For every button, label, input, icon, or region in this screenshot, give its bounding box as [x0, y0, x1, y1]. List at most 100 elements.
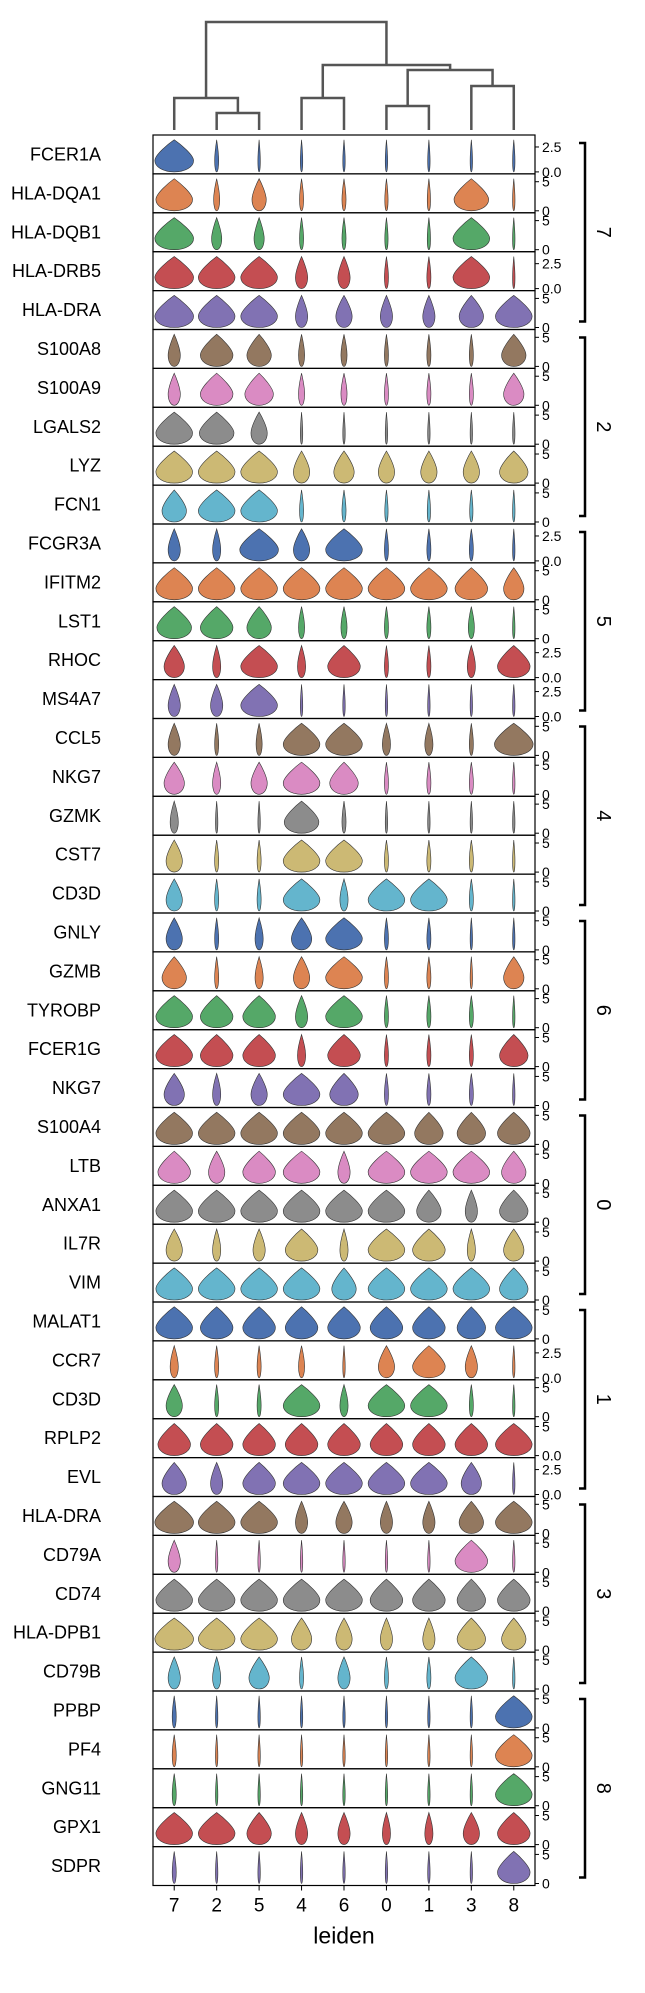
violin-mark [295, 1500, 308, 1534]
violin-mark [329, 761, 359, 795]
violin-mark [367, 1384, 406, 1418]
violin-mark [331, 1267, 357, 1301]
y-tick-label: 5 [542, 1769, 550, 1785]
dendrogram-link [385, 104, 431, 130]
violin-mark [342, 1851, 346, 1884]
violin-mark [454, 1656, 488, 1690]
violin-mark [154, 139, 194, 173]
violin-mark [512, 917, 516, 951]
violin-mark [503, 956, 525, 990]
violin-mark [157, 1423, 191, 1456]
violin-mark [300, 139, 304, 173]
y-tick-label: 0 [542, 825, 550, 841]
violin-mark [242, 1034, 276, 1067]
y-tick-label: 0 [542, 1564, 550, 1580]
violin-mark [214, 1384, 220, 1418]
violin-mark [452, 217, 490, 251]
y-tick-label: 2.5 [542, 139, 562, 155]
y-tick-label: 0 [542, 942, 550, 958]
violin-mark [495, 1734, 533, 1768]
violin-mark [282, 567, 321, 601]
gene-label: CCL5 [55, 728, 101, 748]
violin-mark [163, 1072, 185, 1106]
violin-mark [380, 294, 393, 328]
violin-mark [171, 1851, 177, 1884]
violin-mark [367, 1462, 406, 1495]
violin-mark [198, 1578, 236, 1612]
violin-mark [384, 489, 389, 523]
violin-mark [155, 1189, 193, 1223]
violin-mark [512, 217, 516, 251]
y-tick-label: 0 [542, 1603, 550, 1619]
gene-label: TYROBP [27, 1000, 101, 1020]
violin-mark [210, 683, 224, 717]
violin-mark [300, 1773, 304, 1807]
violin-mark [198, 567, 236, 601]
violin-mark [298, 1345, 305, 1379]
y-tick-label: 0 [542, 1214, 550, 1230]
violin-mark [384, 256, 389, 289]
y-tick-label: 0 [542, 358, 550, 374]
violin-mark [462, 450, 480, 484]
violin-mark [468, 723, 474, 756]
violin-mark [327, 1034, 361, 1067]
gene-label: S100A4 [37, 1117, 101, 1137]
violin-mark [250, 761, 268, 795]
violin-mark [427, 801, 431, 834]
violin-mark [325, 1189, 363, 1223]
violin-mark [410, 567, 448, 601]
x-tick-label: 6 [339, 1896, 350, 1917]
violin-mark [154, 1500, 194, 1534]
violin-mark [512, 1345, 516, 1379]
violin-mark [499, 1189, 529, 1223]
violin-mark [214, 917, 220, 951]
violin-mark [300, 1695, 304, 1729]
gene-label: HLA-DQA1 [11, 183, 101, 203]
violin-mark [198, 1267, 236, 1301]
violin-mark [458, 1500, 484, 1534]
violin-mark [214, 839, 220, 873]
violin-mark [256, 1384, 262, 1418]
violin-mark [503, 372, 525, 406]
violin-mark [161, 956, 187, 990]
violin-mark [512, 801, 516, 834]
violin-mark [165, 878, 183, 912]
violin-mark [380, 1617, 393, 1651]
violin-mark [165, 1228, 183, 1262]
violin-mark [282, 878, 321, 912]
violin-mark [503, 567, 525, 601]
violin-mark [212, 527, 222, 562]
violin-mark [325, 995, 363, 1029]
violin-mark [240, 1267, 278, 1301]
violin-mark [426, 489, 431, 523]
y-tick-label: 2.5 [542, 684, 562, 700]
violin-mark [155, 411, 193, 445]
violin-mark [512, 1073, 516, 1106]
gene-label: CD79A [43, 1545, 101, 1565]
violin-mark [242, 1423, 276, 1456]
y-tick-label: 0.0 [542, 1487, 562, 1503]
violin-mark [200, 1306, 234, 1340]
violin-mark [382, 722, 391, 756]
violin-mark [342, 1773, 346, 1807]
y-tick-label: 5 [542, 329, 550, 345]
violin-mark [200, 995, 234, 1029]
violin-mark [426, 645, 432, 678]
violin-mark [154, 295, 194, 328]
y-tick-label: 5 [542, 1652, 550, 1668]
violin-mark [155, 1111, 193, 1145]
y-tick-label: 5 [542, 485, 550, 501]
group-label: 4 [592, 810, 614, 821]
gene-label: MS4A7 [42, 689, 101, 709]
violin-mark [342, 1695, 346, 1729]
violin-mark [242, 995, 276, 1029]
y-tick-label: 5 [542, 913, 550, 929]
violin-mark [452, 1267, 490, 1301]
violin-mark [377, 450, 395, 484]
violin-mark [422, 1617, 436, 1651]
group-label: 1 [592, 1394, 614, 1405]
violin-mark [208, 1150, 226, 1184]
violin-mark [384, 956, 389, 990]
violin-mark [163, 644, 185, 678]
